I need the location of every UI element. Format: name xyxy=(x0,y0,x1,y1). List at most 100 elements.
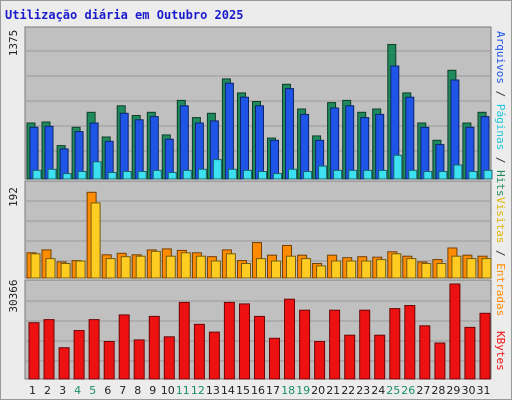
bar-visitas-8 xyxy=(135,255,146,279)
bar-kbytes-31 xyxy=(479,312,491,380)
bar-páginas-2 xyxy=(47,168,57,180)
x-tick-label-26: 26 xyxy=(401,384,415,397)
bar-visitas-6 xyxy=(105,258,116,279)
x-tick-label-19: 19 xyxy=(296,384,310,397)
bar-visitas-15 xyxy=(241,263,251,279)
bar-páginas-26 xyxy=(408,169,418,180)
legend-kbytes: KBytes xyxy=(494,331,507,371)
bar-visitas-10 xyxy=(165,255,176,279)
bar-arquivos-29 xyxy=(450,79,460,180)
bar-páginas-4 xyxy=(77,171,87,180)
bar-páginas-5 xyxy=(92,161,102,180)
bar-arquivos-31 xyxy=(480,116,490,180)
bar-páginas-28 xyxy=(438,171,448,180)
legend-hits: Hits xyxy=(494,170,507,197)
bar-visitas-4 xyxy=(75,260,86,279)
bar-páginas-10 xyxy=(167,172,177,180)
x-tick-label-27: 27 xyxy=(416,384,430,397)
bar-kbytes-7 xyxy=(118,314,130,380)
bar-kbytes-4 xyxy=(73,330,85,380)
legend-sep: / xyxy=(494,243,507,263)
bar-visitas-30 xyxy=(466,258,477,279)
bar-visitas-3 xyxy=(60,263,71,279)
bar-páginas-7 xyxy=(122,171,132,180)
bar-kbytes-24 xyxy=(374,334,386,380)
bar-visitas-9 xyxy=(150,250,161,279)
bar-visitas-2 xyxy=(45,258,56,279)
bar-kbytes-9 xyxy=(148,315,160,380)
bar-arquivos-18 xyxy=(285,88,294,180)
x-tick-label-29: 29 xyxy=(446,384,460,397)
bar-páginas-30 xyxy=(468,171,478,180)
x-tick-label-20: 20 xyxy=(311,384,325,397)
x-tick-label-25: 25 xyxy=(386,384,400,397)
x-tick-label-9: 9 xyxy=(149,384,156,397)
bar-kbytes-16 xyxy=(254,315,265,380)
x-tick-label-7: 7 xyxy=(119,384,126,397)
x-tick-label-24: 24 xyxy=(371,384,385,397)
x-tick-label-10: 10 xyxy=(161,384,175,397)
bar-arquivos-8 xyxy=(134,119,144,180)
legend-sep: / xyxy=(494,150,507,170)
bar-páginas-19 xyxy=(303,171,313,180)
bar-kbytes-26 xyxy=(404,305,416,380)
ymax-label-top: 1375 xyxy=(7,30,20,57)
x-tick-label-16: 16 xyxy=(251,384,265,397)
x-tick-label-12: 12 xyxy=(191,384,205,397)
bar-kbytes-23 xyxy=(359,309,371,380)
bar-arquivos-16 xyxy=(255,105,264,180)
bar-arquivos-14 xyxy=(224,82,234,180)
x-tick-label-21: 21 xyxy=(326,384,340,397)
bar-arquivos-19 xyxy=(300,113,310,180)
bar-arquivos-24 xyxy=(375,113,385,180)
bar-visitas-17 xyxy=(271,260,281,279)
bar-páginas-23 xyxy=(363,169,373,180)
bar-visitas-26 xyxy=(406,258,417,279)
x-tick-label-5: 5 xyxy=(89,384,96,397)
x-tick-label-3: 3 xyxy=(59,384,66,397)
bar-visitas-23 xyxy=(361,260,372,279)
x-tick-label-22: 22 xyxy=(341,384,355,397)
bar-kbytes-1 xyxy=(28,322,40,380)
bar-visitas-12 xyxy=(195,255,206,279)
chart-title: Utilização diária em Outubro 2025 xyxy=(5,8,244,22)
bar-arquivos-7 xyxy=(119,112,129,180)
bar-visitas-21 xyxy=(331,260,342,279)
bar-kbytes-11 xyxy=(178,301,190,380)
bar-visitas-5 xyxy=(90,202,101,279)
bar-kbytes-10 xyxy=(163,336,175,380)
bar-arquivos-9 xyxy=(149,116,159,180)
bar-páginas-16 xyxy=(258,171,267,180)
x-tick-label-31: 31 xyxy=(477,384,491,397)
bar-kbytes-6 xyxy=(103,341,115,380)
bar-páginas-27 xyxy=(423,171,433,180)
x-tick-label-8: 8 xyxy=(134,384,141,397)
x-tick-label-18: 18 xyxy=(281,384,295,397)
bar-kbytes-14 xyxy=(223,301,235,380)
bar-páginas-1 xyxy=(32,169,42,180)
bar-kbytes-12 xyxy=(193,323,205,380)
legend-entries: Entradas xyxy=(494,263,507,316)
x-tick-label-23: 23 xyxy=(356,384,370,397)
bar-kbytes-27 xyxy=(419,325,431,380)
bar-visitas-25 xyxy=(391,253,402,279)
x-tick-label-17: 17 xyxy=(266,384,280,397)
legend-top-right: Arquivos / Páginas / Hits xyxy=(494,31,507,197)
bar-arquivos-21 xyxy=(330,107,340,180)
bar-kbytes-19 xyxy=(299,309,311,380)
bar-arquivos-26 xyxy=(405,96,415,180)
bar-páginas-20 xyxy=(318,165,328,180)
bar-visitas-18 xyxy=(286,255,296,279)
bar-páginas-11 xyxy=(182,169,192,180)
bar-páginas-29 xyxy=(453,164,463,180)
legend-pages: Páginas xyxy=(494,104,507,150)
bar-páginas-15 xyxy=(243,169,252,180)
bar-páginas-12 xyxy=(197,168,207,180)
bar-páginas-17 xyxy=(273,173,282,180)
bar-páginas-31 xyxy=(483,169,493,180)
bar-kbytes-2 xyxy=(43,319,55,380)
bar-visitas-11 xyxy=(180,252,191,279)
bar-visitas-16 xyxy=(256,258,266,279)
